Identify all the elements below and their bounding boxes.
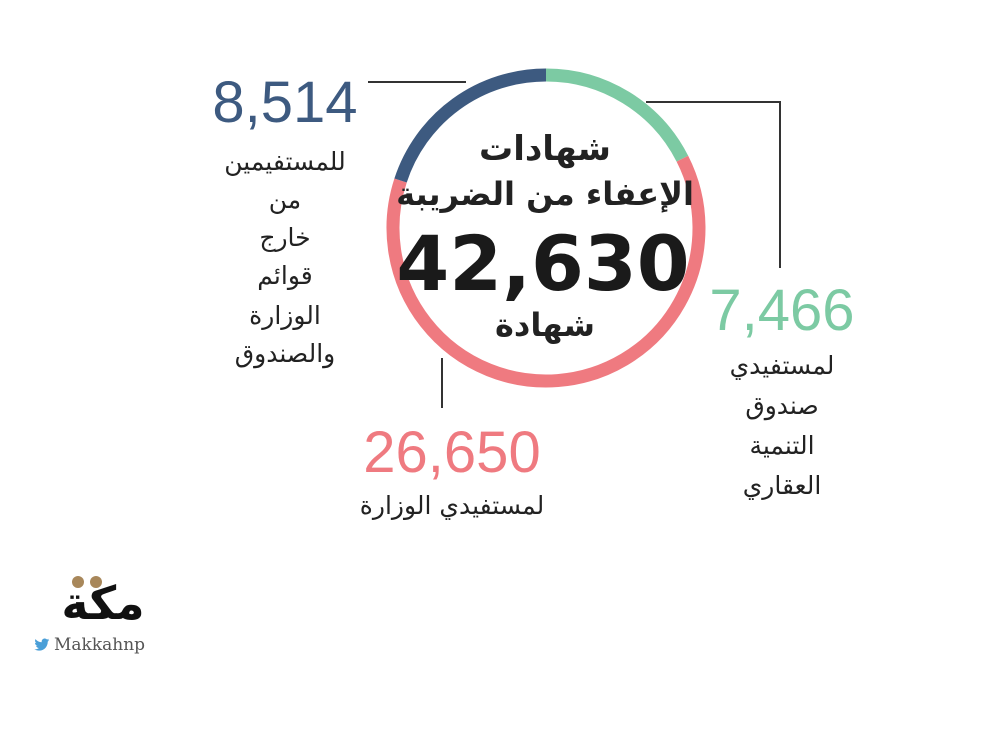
logo-wordmark: مكة: [61, 576, 145, 630]
logo-handle[interactable]: Makkahnp: [34, 634, 145, 656]
slice-value-pink: 26,650: [363, 420, 540, 485]
center-total: 42,630: [396, 219, 689, 308]
center-total-unit: شهادة: [495, 306, 595, 344]
slice-label-blue-1: للمستفيمين: [224, 147, 345, 176]
logo-handle-text: Makkahnp: [54, 635, 146, 655]
slice-label-blue-2: من: [269, 185, 301, 214]
slice-label-green-2: صندوق: [745, 391, 818, 421]
donut-slice-green: [545, 68, 689, 162]
slice-label-blue-4: قوائم: [257, 261, 312, 291]
slice-label-blue-5: الوزارة: [249, 301, 321, 330]
logo-dot-icon: [90, 576, 102, 588]
center-title-line-1: شهادات: [479, 129, 611, 169]
slice-label-green-1: لمستفيدي: [730, 351, 835, 380]
center-title-line-2: الإعفاء من الضريبة: [396, 175, 694, 213]
leader-lines: [368, 81, 781, 408]
donut-slice-pink: [386, 155, 706, 388]
donut-ring: [386, 68, 706, 388]
twitter-bird-icon: [34, 638, 50, 651]
slice-label-green-4: العقاري: [743, 471, 822, 500]
slice-label-pink-1: لمستفيدي الوزارة: [360, 491, 544, 520]
leader-line-green: [646, 101, 781, 268]
slice-label-blue-6: والصندوق: [235, 339, 335, 369]
makkah-logo: مكة Makkahnp: [28, 572, 188, 662]
slice-label-blue-3: خارج: [259, 223, 310, 253]
slice-label-green-3: التنمية: [749, 431, 814, 460]
logo-dot-icon: [72, 576, 84, 588]
slice-value-blue: 8,514: [212, 70, 357, 135]
slice-value-green: 7,466: [709, 278, 854, 343]
donut-slice-blue: [394, 68, 547, 183]
